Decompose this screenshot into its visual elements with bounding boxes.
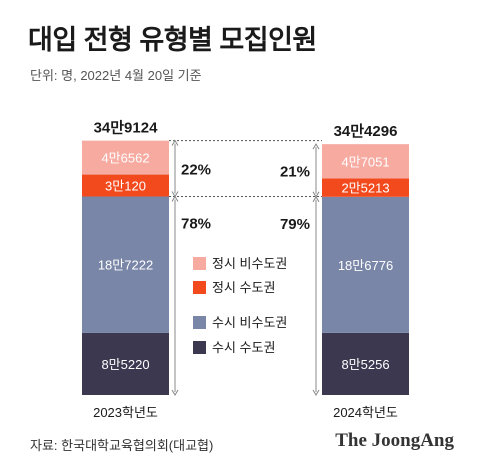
bar-segment xyxy=(82,140,169,175)
legend-swatch xyxy=(193,257,206,270)
bar-segment xyxy=(82,332,169,395)
legend-swatch xyxy=(193,281,206,294)
bar-segment xyxy=(322,144,409,179)
legend-label: 정시 수도권 xyxy=(212,280,275,295)
chart-subtitle: 단위: 명, 2022년 4월 20일 기준 xyxy=(30,68,202,83)
arrow-head-down xyxy=(312,389,320,396)
data-label: 2만5213 xyxy=(341,181,389,196)
legend-label: 수시 비수도권 xyxy=(212,315,287,330)
susi-share-label: 79% xyxy=(280,216,310,233)
bar-segment xyxy=(82,196,169,333)
brand-logo: The JoongAng xyxy=(335,430,454,451)
arrow-head-up xyxy=(312,195,320,203)
data-label: 18만7222 xyxy=(98,258,153,273)
legend-label: 수시 수도권 xyxy=(212,340,275,355)
arrow-head-up xyxy=(171,195,179,202)
legend-swatch xyxy=(193,316,206,329)
category-label: 2023학년도 xyxy=(93,405,158,420)
data-label: 18만6776 xyxy=(338,258,393,273)
arrow-head-down xyxy=(171,389,179,396)
legend-swatch xyxy=(193,341,206,354)
arrow-head-up xyxy=(312,143,320,150)
bar-segment xyxy=(82,174,169,197)
total-label: 34만9124 xyxy=(94,120,159,137)
data-label: 8만5256 xyxy=(341,357,389,372)
data-label: 4만7051 xyxy=(341,154,389,169)
jeongsi-share-label: 21% xyxy=(280,163,310,180)
jeongsi-share-label: 22% xyxy=(181,162,211,179)
legend-label: 정시 비수도권 xyxy=(212,256,287,271)
category-label: 2024학년도 xyxy=(333,405,398,420)
arrow-head-up xyxy=(171,139,179,146)
data-label: 3만120 xyxy=(105,179,146,194)
source-note: 자료: 한국대학교육협의회(대교협) xyxy=(30,438,214,453)
bar-segment xyxy=(322,196,409,333)
data-label: 4만6562 xyxy=(101,151,149,166)
susi-share-label: 78% xyxy=(181,216,211,233)
chart-title: 대입 전형 유형별 모집인원 xyxy=(28,25,317,55)
bar-segment xyxy=(322,332,409,395)
data-label: 8만5220 xyxy=(101,357,149,372)
total-label: 34만4296 xyxy=(334,123,398,140)
bar-segment xyxy=(322,178,409,197)
